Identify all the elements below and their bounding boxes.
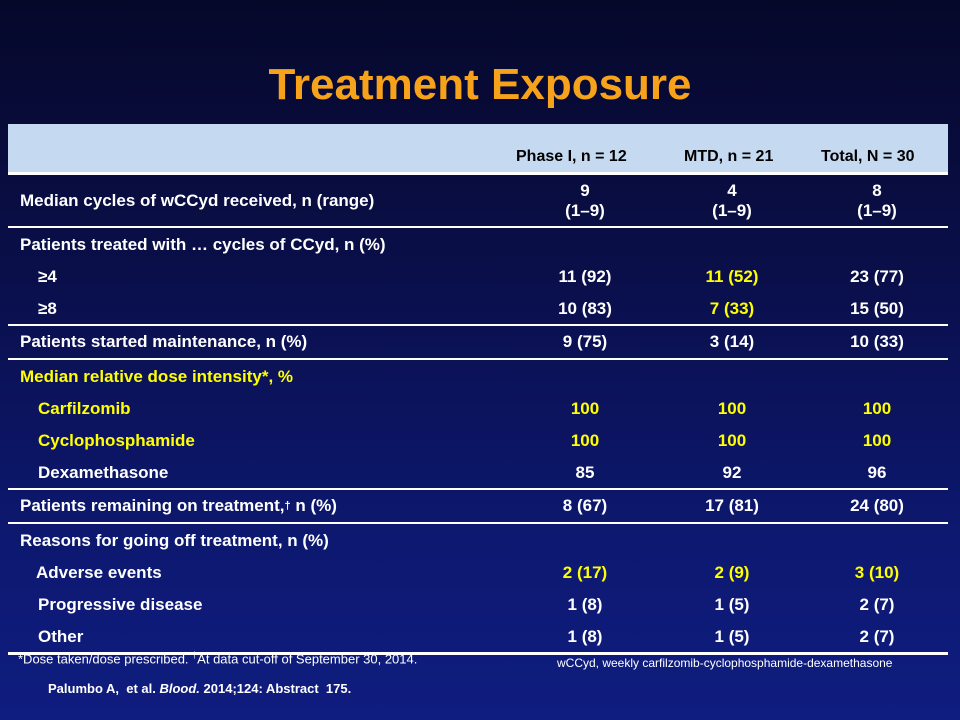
cell-total: 3 (10) xyxy=(854,563,900,582)
row-label: Other xyxy=(38,626,84,646)
cell-mtd: 4 (1–9) xyxy=(712,180,752,220)
cell-total: 23 (77) xyxy=(850,267,904,286)
cell-total: 24 (80) xyxy=(850,496,904,515)
cell-phase1: 100 xyxy=(570,431,600,450)
cell-phase1: 8 (67) xyxy=(562,496,608,515)
exposure-table: Phase I, n = 12 MTD, n = 21 Total, N = 3… xyxy=(8,124,948,655)
table-row-other: Other 1 (8) 1 (5) 2 (7) xyxy=(8,621,948,655)
cell-mtd: 7 (33) xyxy=(709,298,755,318)
row-label: Carfilzomib xyxy=(38,399,131,418)
row-label: Median cycles of wCCyd received, n (rang… xyxy=(20,190,375,210)
table-row-dexamethasone: Dexamethasone 85 92 96 xyxy=(8,457,948,490)
cell-phase1: 1 (8) xyxy=(567,595,603,614)
citation: Palumbo A, et al. Blood. 2014;124: Abstr… xyxy=(48,681,352,696)
row-label: Patients started maintenance, n (%) xyxy=(20,332,308,351)
cell-phase1: 2 (17) xyxy=(562,563,608,582)
table-row-adverse-events: Adverse events 2 (17) 2 (9) 3 (10) xyxy=(8,557,948,589)
cell-phase1: 100 xyxy=(570,399,600,418)
cell-mtd: 100 xyxy=(717,399,747,418)
cell-mtd: 92 xyxy=(722,462,742,482)
footnote: *Dose taken/dose prescribed. †At data cu… xyxy=(18,650,418,667)
cell-mtd: 1 (5) xyxy=(714,626,750,646)
slide-title: Treatment Exposure xyxy=(268,60,692,109)
cell-phase1: 11 (92) xyxy=(558,267,612,286)
table-row-median-cycles: Median cycles of wCCyd received, n (rang… xyxy=(8,175,948,228)
table-row-progressive-disease: Progressive disease 1 (8) 1 (5) 2 (7) xyxy=(8,589,948,621)
column-header-mtd: MTD, n = 21 xyxy=(684,148,774,165)
cell-total: 2 (7) xyxy=(859,595,895,614)
cell-total: 100 xyxy=(862,399,892,418)
abbreviation-note: wCCyd, weekly carfilzomib-cyclophosphami… xyxy=(557,656,893,670)
cell-mtd: 2 (9) xyxy=(714,563,750,582)
cell-mtd: 17 (81) xyxy=(705,496,759,515)
cell-total: 2 (7) xyxy=(859,626,895,646)
table-header-row: Phase I, n = 12 MTD, n = 21 Total, N = 3… xyxy=(8,124,948,175)
row-label: Adverse events xyxy=(36,563,162,582)
row-label: ≥4 xyxy=(38,267,57,286)
cell-mtd: 3 (14) xyxy=(709,332,755,351)
cell-mtd: 100 xyxy=(717,431,747,450)
cell-mtd: 1 (5) xyxy=(714,595,750,614)
cell-total: 8 (1–9) xyxy=(857,180,897,220)
cell-mtd: 11 (52) xyxy=(705,267,759,286)
row-label: ≥8 xyxy=(38,298,57,318)
table-row-carfilzomib: Carfilzomib 100 100 100 xyxy=(8,393,948,425)
row-label: Median relative dose intensity*, % xyxy=(20,366,294,386)
row-label: Reasons for going off treatment, n (%) xyxy=(20,530,329,550)
table-row-remaining-on-treatment: Patients remaining on treatment, † n (%) … xyxy=(8,490,948,524)
table-row-patients-treated: Patients treated with … cycles of CCyd, … xyxy=(8,228,948,261)
column-header-total: Total, N = 30 xyxy=(821,148,915,165)
cell-phase1: 9 (75) xyxy=(562,332,608,351)
cell-total: 96 xyxy=(867,462,887,482)
cell-phase1: 9 (1–9) xyxy=(565,180,605,220)
table-row-ge4: ≥4 11 (92) 11 (52) 23 (77) xyxy=(8,261,948,293)
table-row-maintenance: Patients started maintenance, n (%) 9 (7… xyxy=(8,326,948,360)
row-label: Progressive disease xyxy=(38,595,203,614)
table-row-dose-intensity: Median relative dose intensity*, % xyxy=(8,360,948,393)
table-row-reasons-off-treatment: Reasons for going off treatment, n (%) xyxy=(8,524,948,557)
row-label: Cyclophosphamide xyxy=(38,431,195,450)
table-row-cyclophosphamide: Cyclophosphamide 100 100 100 xyxy=(8,425,948,457)
cell-total: 100 xyxy=(862,431,892,450)
cell-total: 10 (33) xyxy=(850,332,904,351)
cell-total: 15 (50) xyxy=(850,298,904,318)
row-label: Dexamethasone xyxy=(38,462,169,482)
cell-phase1: 1 (8) xyxy=(567,626,603,646)
column-header-phase1: Phase I, n = 12 xyxy=(516,148,627,165)
row-label: Patients treated with … cycles of CCyd, … xyxy=(20,234,386,254)
table-row-ge8: ≥8 10 (83) 7 (33) 15 (50) xyxy=(8,293,948,326)
cell-phase1: 85 xyxy=(575,462,595,482)
row-label: Patients remaining on treatment, † n (%) xyxy=(20,496,337,515)
cell-phase1: 10 (83) xyxy=(558,298,612,318)
